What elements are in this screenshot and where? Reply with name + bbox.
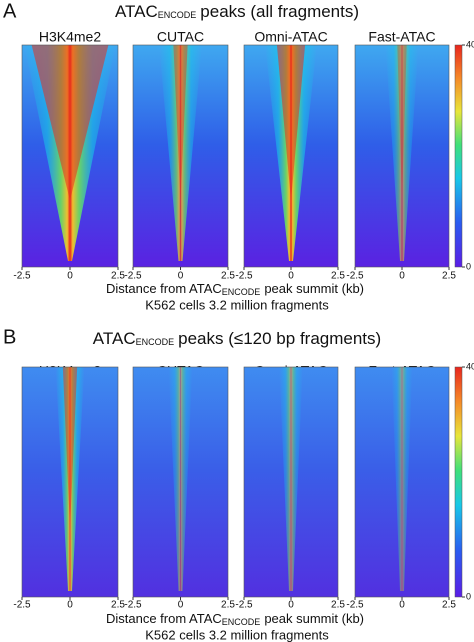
x-tick-label: 2.5 <box>331 271 345 282</box>
heatmap-signal <box>385 45 419 261</box>
colorbar-tick-label: 0 <box>466 591 471 601</box>
x-tick-label: 2.5 <box>331 600 345 611</box>
x-tick-label: 0 <box>67 600 73 611</box>
x-tick-label: -2.5 <box>346 600 364 611</box>
panel-letter: B <box>3 326 16 348</box>
x-tick-label: 0 <box>178 271 184 282</box>
heatmap-core <box>173 45 188 201</box>
colorbar-tick-label: 400 <box>466 361 474 371</box>
heatmap-signal <box>279 367 303 591</box>
caption: K562 cells 3.2 million fragments <box>145 297 329 312</box>
column-label: Omni-ATAC <box>254 29 327 45</box>
column-label: Fast-ATAC <box>368 29 435 45</box>
x-tick-label: 0 <box>399 600 405 611</box>
panel-letter: A <box>3 0 17 22</box>
colorbar-tick-label: 0 <box>466 261 471 271</box>
x-tick-label: -2.5 <box>346 271 364 282</box>
x-tick-label: 0 <box>178 600 184 611</box>
x-tick-label: 0 <box>288 600 294 611</box>
x-tick-label: -2.5 <box>124 271 142 282</box>
x-tick-label: -2.5 <box>13 271 31 282</box>
x-tick-label: 2.5 <box>111 600 125 611</box>
x-axis-label: Distance from ATACENCODE peak summit (kb) <box>106 281 364 297</box>
x-axis-label: Distance from ATACENCODE peak summit (kb) <box>106 611 364 627</box>
x-tick-label: 0 <box>399 271 405 282</box>
x-tick-label: -2.5 <box>13 600 31 611</box>
column-label: CUTAC <box>157 29 204 45</box>
heatmap-signal <box>168 367 193 591</box>
colorbar-tick-label: 400 <box>466 39 474 49</box>
column-label: H3K4me2 <box>39 29 101 45</box>
heatmap-core <box>62 367 78 528</box>
x-tick-label: -2.5 <box>124 600 142 611</box>
colorbar <box>454 366 463 598</box>
x-tick-label: 2.5 <box>111 271 125 282</box>
x-tick-label: -2.5 <box>235 600 253 611</box>
x-tick-label: 2.5 <box>442 271 456 282</box>
caption: K562 cells 3.2 million fragments <box>145 627 329 642</box>
colorbar <box>454 44 463 268</box>
x-tick-label: 2.5 <box>221 271 235 282</box>
heatmap-core <box>276 45 306 201</box>
x-tick-label: 0 <box>67 271 73 282</box>
heatmap-signal <box>55 367 85 591</box>
heatmap-core <box>397 45 407 201</box>
panel-title: ATACENCODE peaks (all fragments) <box>115 2 359 21</box>
heatmap-signal <box>159 45 202 261</box>
x-tick-label: -2.5 <box>235 271 253 282</box>
x-tick-label: 2.5 <box>442 600 456 611</box>
x-tick-label: 0 <box>288 271 294 282</box>
x-tick-label: 2.5 <box>221 600 235 611</box>
panel-title: ATACENCODE peaks (≤120 bp fragments) <box>93 329 381 348</box>
heatmap-signal <box>391 367 413 591</box>
heatmap-core <box>31 45 109 201</box>
